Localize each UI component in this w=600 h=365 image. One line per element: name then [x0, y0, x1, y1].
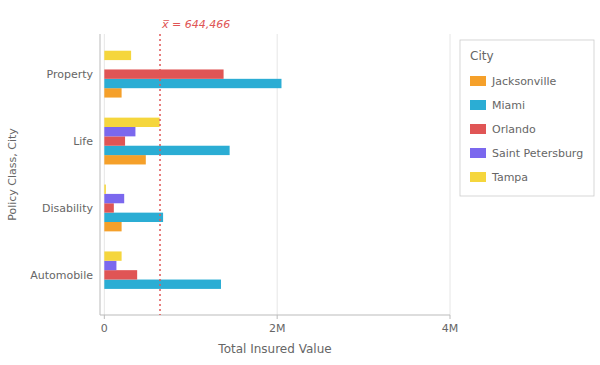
x-tick-label: 0: [101, 322, 108, 335]
grid-line: [277, 34, 278, 315]
bar: [104, 136, 125, 145]
legend-swatch: [470, 100, 486, 110]
mean-line-group: [160, 34, 161, 315]
x-axis-line: [100, 315, 450, 316]
legend-title: City: [470, 49, 494, 63]
bar: [104, 251, 121, 260]
bar: [104, 203, 114, 212]
y-tick-label: Property: [46, 68, 93, 81]
annotation: x̅ = 644,466: [161, 18, 230, 31]
legend-label: Tampa: [491, 171, 528, 184]
bar: [104, 270, 137, 279]
legend-swatch: [470, 148, 486, 158]
legend-label: Jacksonville: [491, 75, 557, 88]
tick-mark: [104, 315, 105, 319]
legend-box: [460, 40, 594, 196]
bar: [104, 222, 121, 231]
x-tick-label: 2M: [269, 322, 286, 335]
bar: [104, 88, 121, 97]
bar: [104, 289, 105, 298]
legend-label: Saint Petersburg: [492, 147, 583, 160]
bar: [104, 155, 145, 164]
bar: [104, 60, 105, 69]
legend-swatch: [470, 124, 486, 134]
bar: [104, 194, 124, 203]
legend-swatch: [470, 172, 486, 182]
y-tick-label: Life: [73, 135, 93, 148]
mean-line: [159, 34, 161, 315]
bar: [104, 261, 116, 270]
bars: [104, 51, 281, 289]
bar: [104, 51, 131, 60]
legend-label: Orlando: [492, 123, 536, 136]
bar: [104, 185, 106, 194]
x-tick-label: 4M: [442, 322, 459, 335]
y-tick-label: Disability: [42, 202, 93, 215]
legend-swatch: [470, 76, 486, 86]
y-axis-line: [100, 34, 101, 315]
bar: [104, 79, 281, 88]
bar: [104, 127, 135, 136]
tick-mark: [277, 315, 278, 319]
y-tick-label: Automobile: [30, 269, 93, 282]
bar: [104, 146, 229, 155]
bar: [104, 118, 159, 127]
bar: [104, 213, 163, 222]
bar: [104, 280, 221, 289]
legend-label: Miami: [492, 99, 525, 112]
grid-line: [450, 34, 451, 315]
x-axis-label: Total Insured Value: [217, 342, 331, 356]
tick-mark: [450, 315, 451, 319]
chart: 0 2M 4M Automobile Disability Life Property x̅ …: [0, 0, 600, 365]
bar: [104, 69, 223, 78]
y-axis-label: Policy Class, City: [6, 128, 19, 221]
chart-container: 0 2M 4M Automobile Disability Life Property x̅ …: [0, 0, 600, 365]
legend: City Jacksonville Miami Orlando Saint Peters…: [460, 40, 594, 196]
